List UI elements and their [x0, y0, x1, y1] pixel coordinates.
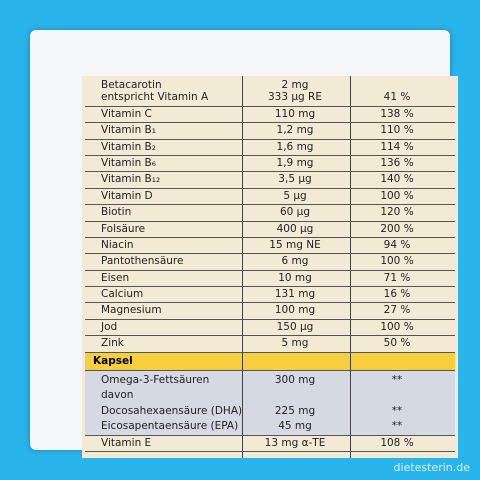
nutrient-name: Niacin — [101, 238, 134, 251]
nutrient-name: Biotin — [101, 206, 132, 219]
percent: ** — [391, 420, 403, 433]
amount: 13 mg α-TE — [264, 436, 326, 449]
nutrient-name: Docosahexaensäure (DHA) — [101, 404, 243, 417]
percent: 114 % — [380, 140, 414, 153]
amount: 60 µg — [279, 206, 311, 219]
percent: 100 % — [380, 189, 414, 202]
nutrition-label: Betacarotin 2 mg entspricht Vitamin A 333 µ… — [82, 76, 458, 458]
nutrient-name: Jod — [101, 320, 118, 333]
percent: 94 % — [383, 238, 411, 251]
table-row: Biotin 60 µg 120 % — [85, 205, 455, 222]
nutrient-name: Folsäure — [101, 222, 146, 235]
percent: 100 % — [380, 255, 414, 268]
nutrient-name: Vitamin C — [101, 107, 152, 120]
nutrient-name: Zink — [101, 337, 124, 350]
percent: 50 % — [383, 337, 411, 350]
percent: 41 % — [383, 91, 411, 104]
nutrient-name: Vitamin B₁ — [101, 124, 156, 137]
percent: 27 % — [383, 304, 411, 317]
percent: 140 % — [380, 173, 414, 186]
table-row: Betacarotin 2 mg — [85, 78, 455, 93]
nutrient-name: Calcium — [101, 288, 144, 301]
amount: 5 µg — [283, 189, 307, 202]
photo-frame: Betacarotin 2 mg entspricht Vitamin A 333 µ… — [30, 30, 458, 458]
amount: 1,2 mg — [276, 124, 314, 137]
nutrient-name: Eicosapentaensäure (EPA) — [101, 420, 239, 433]
nutrient-name: Omega-3-Fettsäuren — [101, 373, 210, 386]
amount: 300 mg — [274, 373, 316, 386]
amount: 10 mg — [278, 271, 312, 284]
amount: 100 mg — [274, 304, 316, 317]
table-row: Omega-3-Fettsäuren 300 mg ** — [85, 373, 455, 389]
percent: 110 % — [380, 124, 414, 137]
nutrient-name: Vitamin B₆ — [101, 156, 156, 169]
watermark: dietesterin.de — [393, 461, 471, 474]
nutrient-name: Vitamin E — [101, 436, 152, 449]
nutrient-name: entspricht Vitamin A — [101, 91, 209, 104]
amount: 2 mg — [281, 79, 309, 91]
percent: 71 % — [383, 271, 411, 284]
amount: 45 mg — [278, 420, 312, 433]
percent: 100 % — [380, 320, 414, 333]
amount: 333 µg RE — [268, 91, 322, 104]
table-row: Niacin 15 mg NE 94 % — [85, 238, 455, 255]
amount: 131 mg — [274, 288, 316, 301]
nutrient-name: Pantothensäure — [101, 255, 184, 268]
table-row: Folsäure 400 µg 200 % — [85, 222, 455, 238]
table-row: entspricht Vitamin A 333 µg RE 41 % — [85, 90, 455, 107]
table-row: Vitamin B₂ 1,6 mg 114 % — [85, 140, 455, 156]
table-row: Calcium 131 mg 16 % — [85, 287, 455, 304]
table-row: Docosahexaensäure (DHA) 225 mg ** — [85, 404, 455, 420]
amount: 6 mg — [281, 255, 309, 268]
amount: 3,5 µg — [278, 173, 312, 186]
amount: 150 µg — [276, 320, 314, 333]
capsule-block: Omega-3-Fettsäuren 300 mg ** davon Docosahex… — [85, 370, 455, 436]
column-line — [350, 76, 351, 458]
table-row: Eicosapentaensäure (EPA) 45 mg ** — [85, 419, 455, 436]
nutrient-name: davon — [101, 389, 134, 402]
table-row: Vitamin D 5 µg 100 % — [85, 189, 455, 206]
percent: 136 % — [380, 156, 414, 169]
section-header: Kapsel — [85, 352, 455, 371]
table-row: Eisen 10 mg 71 % — [85, 271, 455, 288]
nutrient-name: Vitamin D — [101, 189, 153, 202]
amount: 15 mg NE — [269, 238, 321, 251]
percent: 16 % — [383, 288, 411, 301]
table-row: Vitamin B₆ 1,9 mg 136 % — [85, 156, 455, 173]
percent: ** — [391, 373, 403, 386]
nutrient-name: Magnesium — [101, 304, 162, 317]
section-title: Kapsel — [93, 354, 133, 367]
percent: 200 % — [380, 222, 414, 235]
nutrient-name: Betacarotin — [101, 79, 162, 91]
amount: 110 mg — [274, 107, 316, 120]
nutrient-name: Vitamin B₁₂ — [101, 173, 161, 186]
amount: 5 mg — [281, 337, 309, 350]
table-row: Vitamin B₁₂ 3,5 µg 140 % — [85, 172, 455, 189]
percent: ** — [391, 404, 403, 417]
table-row: Vitamin C 110 mg 138 % — [85, 107, 455, 124]
table-row: Zink 5 mg 50 % — [85, 336, 455, 353]
table-row: Magnesium 100 mg 27 % — [85, 303, 455, 320]
percent: 108 % — [380, 436, 414, 449]
table-row: Pantothensäure 6 mg 100 % — [85, 254, 455, 271]
table-row: Vitamin B₁ 1,2 mg 110 % — [85, 123, 455, 140]
percent: 138 % — [380, 107, 414, 120]
nutrient-name: Vitamin B₂ — [101, 140, 156, 153]
table-row: Vitamin E 13 mg α-TE 108 % — [85, 436, 455, 453]
amount: 225 mg — [274, 404, 316, 417]
nutrition-table: Betacarotin 2 mg entspricht Vitamin A 333 µ… — [85, 78, 455, 453]
table-row: davon — [85, 388, 455, 404]
amount: 400 µg — [276, 222, 314, 235]
percent: 120 % — [380, 206, 414, 219]
amount: 1,6 mg — [276, 140, 314, 153]
amount: 1,9 mg — [276, 156, 314, 169]
column-line — [242, 76, 243, 458]
table-row: Jod 150 µg 100 % — [85, 320, 455, 337]
nutrient-name: Eisen — [101, 271, 130, 284]
